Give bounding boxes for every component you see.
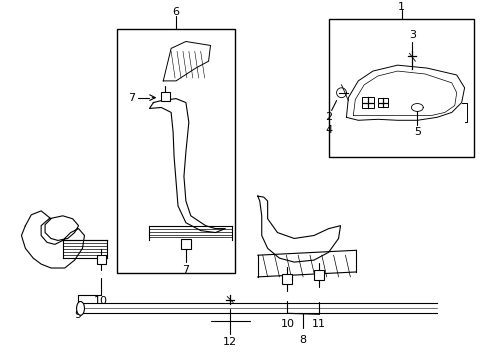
Text: 8: 8 — [299, 335, 306, 345]
Text: 3: 3 — [408, 30, 415, 40]
Bar — [181, 239, 190, 249]
Bar — [313, 270, 323, 280]
Text: 10: 10 — [280, 319, 294, 329]
Bar — [161, 92, 170, 100]
Text: 12: 12 — [223, 337, 237, 347]
Text: 2: 2 — [325, 112, 331, 122]
Text: 4: 4 — [325, 125, 331, 135]
Text: 9: 9 — [74, 310, 81, 320]
Text: 1: 1 — [397, 2, 404, 12]
Bar — [377, 98, 387, 108]
Bar — [97, 255, 106, 264]
Bar — [328, 19, 473, 157]
Ellipse shape — [77, 301, 84, 315]
Text: 10: 10 — [94, 297, 108, 306]
Bar — [362, 96, 373, 108]
Text: 7: 7 — [128, 93, 135, 103]
Text: 7: 7 — [182, 265, 189, 275]
Text: 11: 11 — [311, 319, 325, 329]
Text: 6: 6 — [172, 7, 179, 17]
Text: 5: 5 — [413, 127, 420, 137]
Bar — [117, 29, 235, 273]
Bar — [282, 274, 292, 284]
